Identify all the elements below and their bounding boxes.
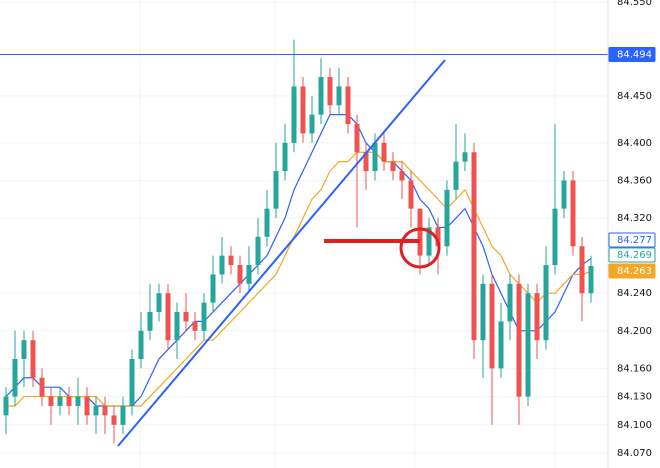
candle-body bbox=[264, 208, 270, 237]
candle-body bbox=[246, 265, 252, 284]
y-tick-label: 84.450 bbox=[617, 91, 652, 102]
candle-body bbox=[291, 86, 297, 143]
candle-body bbox=[228, 255, 234, 266]
candle-body bbox=[147, 312, 153, 331]
candle-body bbox=[399, 171, 405, 181]
y-tick-label: 84.130 bbox=[617, 392, 652, 403]
candle-body bbox=[219, 255, 225, 275]
candle-body bbox=[111, 415, 117, 425]
candle-body bbox=[210, 274, 216, 303]
candle-body bbox=[570, 180, 576, 247]
candle-body bbox=[435, 227, 441, 247]
candle-body bbox=[363, 152, 369, 172]
candle-body bbox=[417, 208, 423, 256]
candle-body bbox=[48, 396, 54, 406]
candle-body bbox=[381, 142, 387, 162]
candle-body bbox=[192, 321, 198, 331]
candle-body bbox=[102, 405, 108, 416]
candle-body bbox=[507, 283, 513, 322]
price-label: 84.277 bbox=[617, 235, 652, 246]
candle-body bbox=[525, 293, 531, 397]
price-label-box bbox=[608, 247, 656, 263]
candle-body bbox=[336, 86, 342, 106]
candle-body bbox=[462, 152, 468, 162]
candle-body bbox=[444, 189, 450, 247]
candle-body bbox=[345, 86, 351, 125]
price-label-box bbox=[608, 232, 656, 248]
candle-body bbox=[138, 330, 144, 359]
price-axis: 84.550 84.450 84.400 84.360 84.320 84.240 84.2… bbox=[608, 0, 656, 459]
candle-body bbox=[75, 396, 81, 406]
moving-average bbox=[6, 151, 592, 407]
y-tick-label: 84.240 bbox=[617, 288, 652, 299]
candle-body bbox=[237, 265, 243, 284]
y-tick-label: 84.100 bbox=[617, 420, 652, 431]
candle-body bbox=[471, 152, 477, 341]
candle-body bbox=[165, 293, 171, 341]
y-tick-label: 84.550 bbox=[617, 0, 652, 8]
candle-body bbox=[174, 312, 180, 341]
candle-body bbox=[12, 358, 18, 397]
candle-body bbox=[21, 340, 27, 359]
candle-body bbox=[390, 161, 396, 172]
price-label-box bbox=[608, 47, 656, 63]
candle-body bbox=[156, 293, 162, 312]
candle-body bbox=[93, 405, 99, 416]
candle-body bbox=[453, 161, 459, 190]
price-label-box bbox=[608, 263, 656, 279]
candle-body bbox=[354, 124, 360, 153]
candle-body bbox=[201, 302, 207, 331]
candle-body bbox=[408, 180, 414, 209]
candle-body bbox=[273, 171, 279, 209]
candle-body bbox=[480, 283, 486, 341]
y-tick-label: 84.200 bbox=[617, 326, 652, 337]
trend-line bbox=[117, 59, 446, 447]
price-label: 84.269 bbox=[617, 250, 652, 261]
candle-body bbox=[561, 180, 567, 209]
y-tick-label: 84.160 bbox=[617, 363, 652, 374]
candle-body bbox=[39, 377, 45, 397]
candle-body bbox=[66, 396, 72, 406]
candle-body bbox=[498, 321, 504, 369]
plot bbox=[0, 1, 608, 454]
candle-body bbox=[57, 396, 63, 406]
candle-body bbox=[282, 142, 288, 172]
candle-body bbox=[183, 312, 189, 322]
candle-body bbox=[255, 236, 261, 266]
candle-body bbox=[489, 283, 495, 369]
candle-body bbox=[534, 293, 540, 341]
y-tick-label: 84.070 bbox=[617, 448, 652, 459]
price-label: 84.263 bbox=[617, 266, 652, 277]
candle-body bbox=[3, 396, 9, 416]
candle-body bbox=[30, 340, 36, 378]
y-tick-label: 84.320 bbox=[617, 213, 652, 224]
candle-body bbox=[588, 265, 594, 294]
candle-body bbox=[327, 77, 333, 106]
drawings bbox=[117, 59, 446, 447]
y-tick-label: 84.400 bbox=[617, 138, 652, 149]
candle-body bbox=[120, 405, 126, 425]
candle-body bbox=[372, 142, 378, 172]
candle-body bbox=[579, 246, 585, 294]
highlight-circle bbox=[399, 227, 441, 269]
candle-body bbox=[543, 265, 549, 341]
candle-body bbox=[552, 208, 558, 266]
candle-body bbox=[426, 227, 432, 256]
candle-body bbox=[516, 283, 522, 397]
candle-body bbox=[84, 396, 90, 416]
price-label: 84.494 bbox=[617, 50, 652, 61]
candle-body bbox=[318, 77, 324, 115]
candle-body bbox=[129, 358, 135, 406]
candle-body bbox=[309, 114, 315, 134]
y-tick-label: 84.360 bbox=[617, 175, 652, 186]
candle-body bbox=[300, 86, 306, 134]
